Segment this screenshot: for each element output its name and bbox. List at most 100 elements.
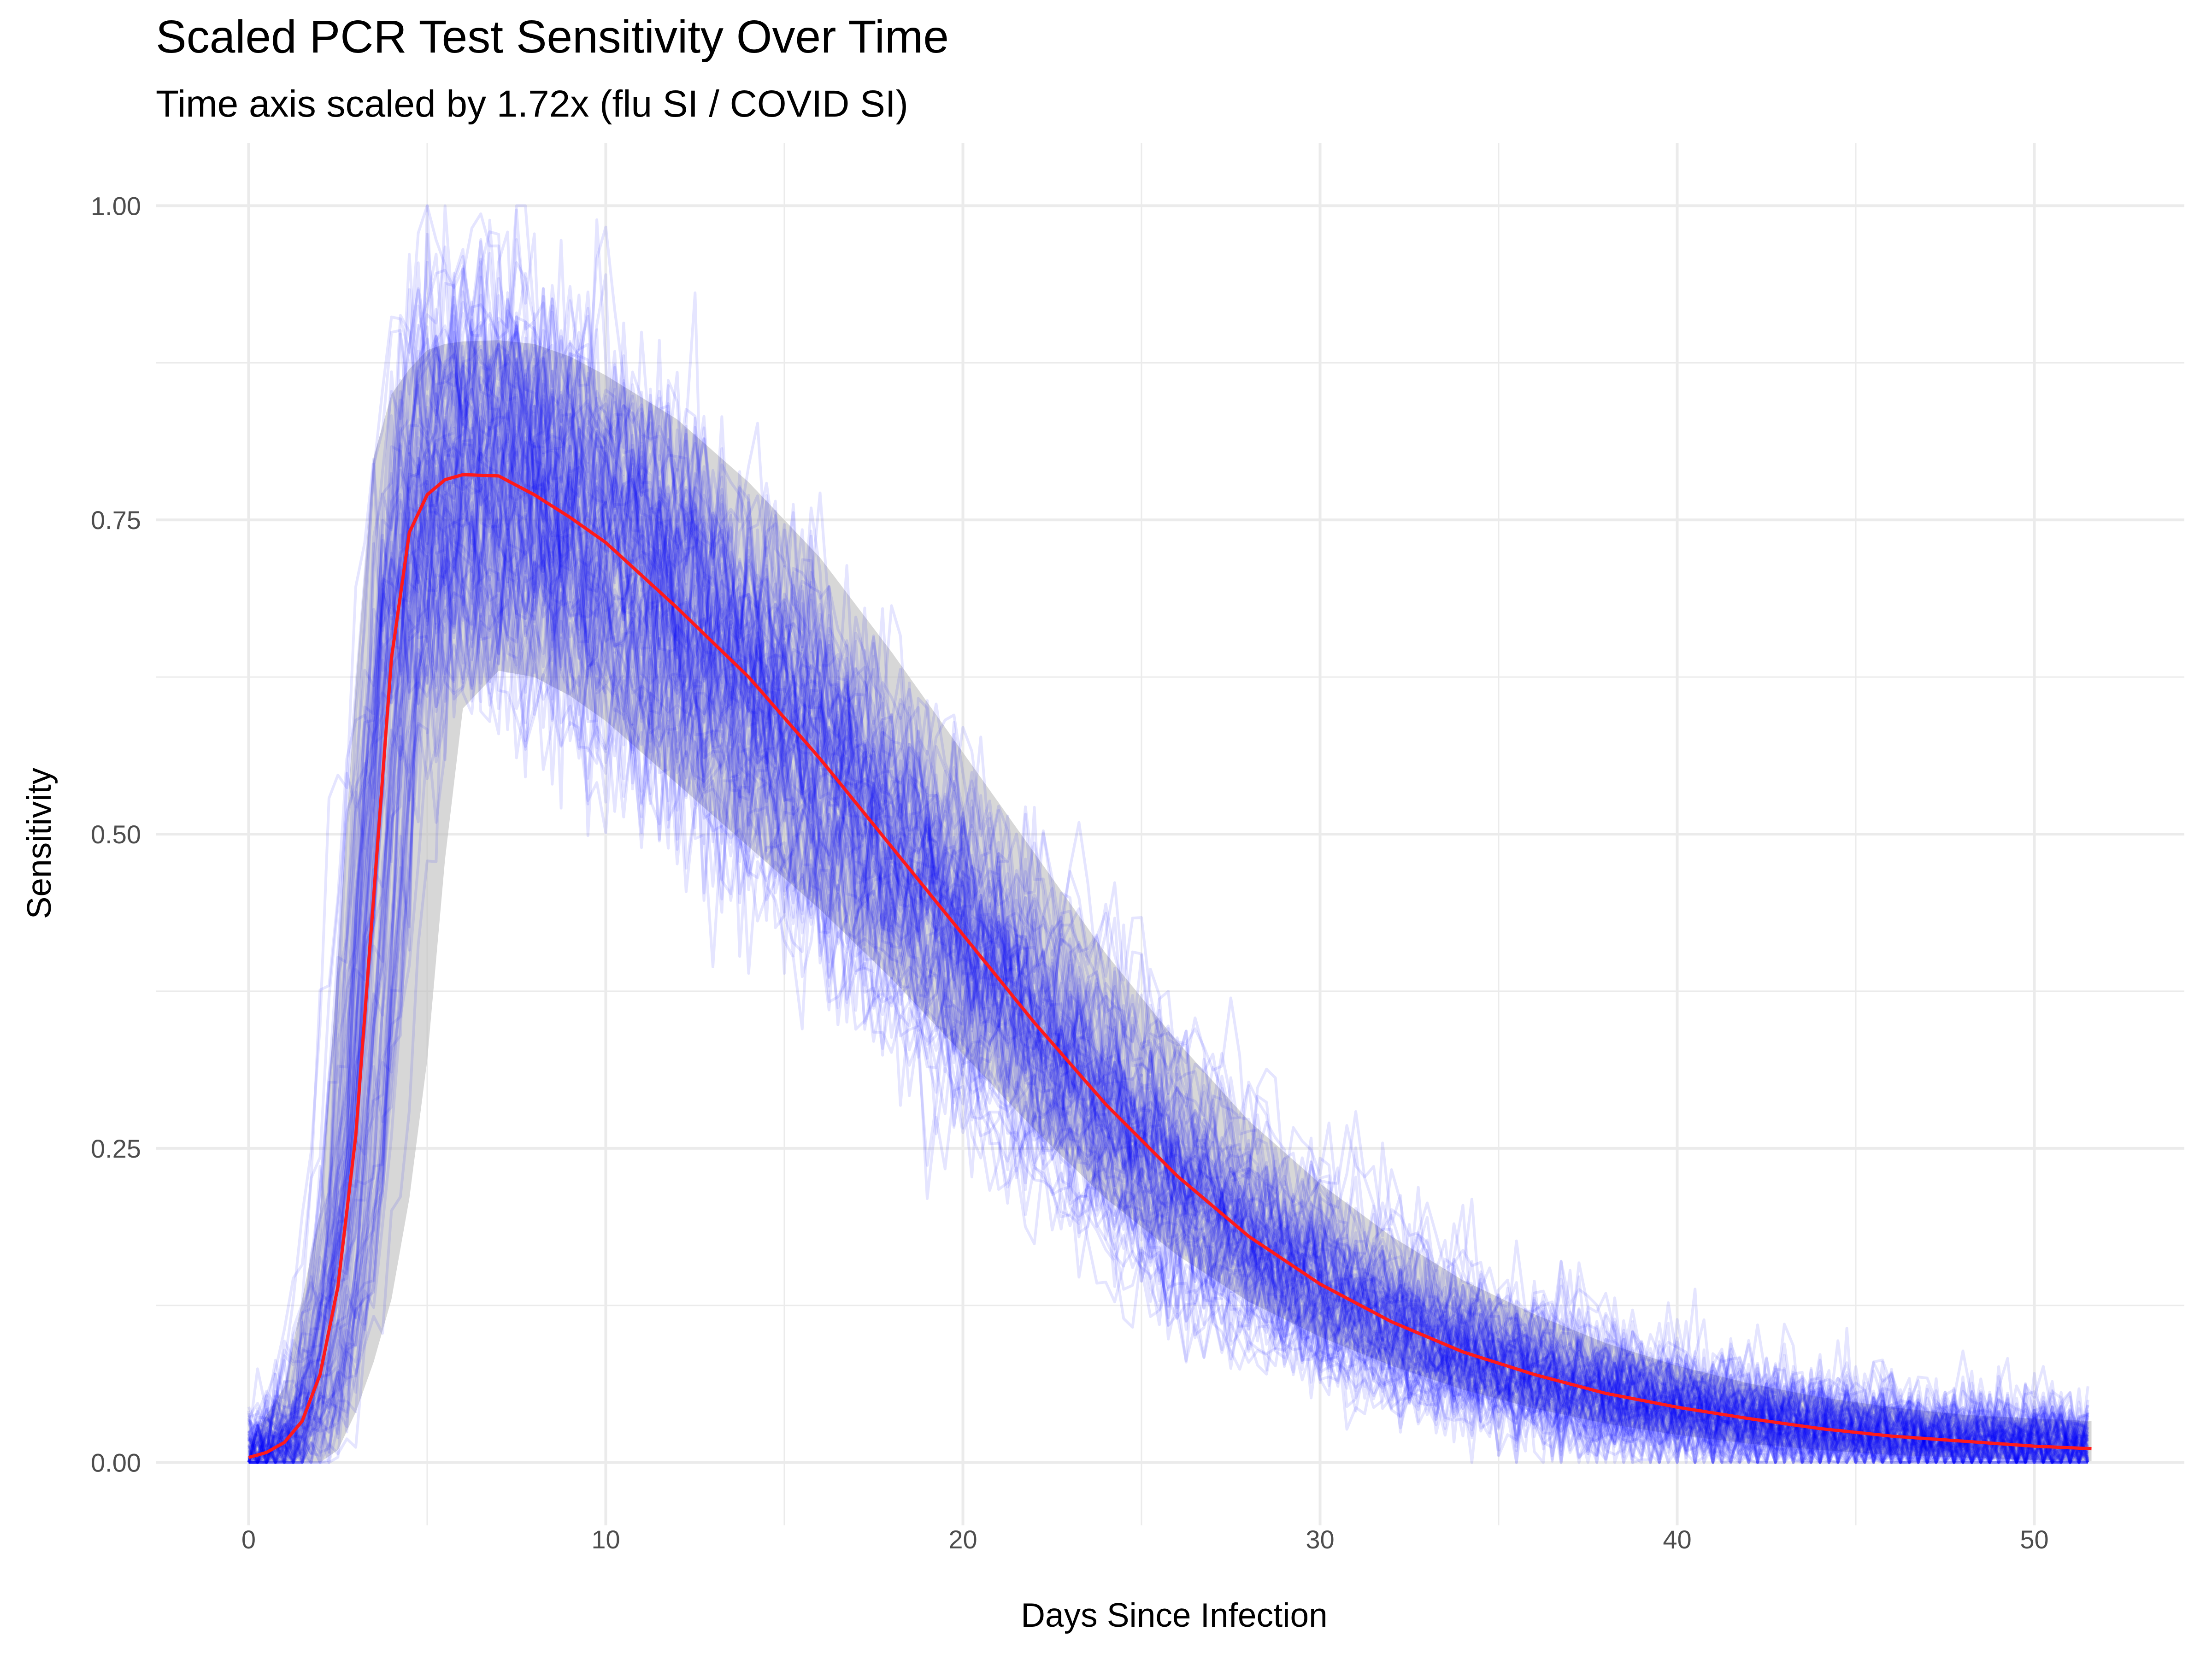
sample-trajectory-line (247, 287, 2089, 1464)
x-axis-title: Days Since Infection (1021, 1597, 1327, 1634)
sample-trajectory-line (247, 232, 2088, 1464)
sample-trajectory-line (247, 458, 2089, 1464)
sample-trajectory-line (248, 464, 2089, 1464)
sample-trajectory-line (248, 240, 2088, 1464)
sample-trajectory-line (248, 344, 2088, 1464)
sample-trajectory-line (247, 320, 2089, 1464)
sample-trajectory-line (247, 303, 2089, 1464)
sample-trajectory-line (247, 544, 2089, 1464)
sample-trajectory-line (247, 458, 2088, 1464)
samples-layer (247, 204, 2089, 1464)
sample-trajectory-line (248, 370, 2089, 1464)
sample-trajectory-line (248, 460, 2089, 1464)
sample-trajectory-line (247, 325, 2089, 1464)
sample-trajectory-line (247, 327, 2088, 1464)
sample-trajectory-line (247, 230, 2089, 1464)
sample-trajectory-line (248, 321, 2089, 1464)
sample-trajectory-line (248, 394, 2089, 1464)
y-tick-label: 0.25 (91, 1134, 141, 1163)
sample-trajectory-line (248, 445, 2089, 1464)
sample-trajectory-line (247, 440, 2089, 1464)
mean-sensitivity-line (248, 473, 2092, 1459)
sample-trajectory-line (248, 522, 2088, 1464)
sample-trajectory-line (247, 374, 2089, 1464)
sample-trajectory-line (248, 535, 2089, 1464)
sample-trajectory-line (247, 499, 2089, 1464)
y-tick-label: 0.00 (91, 1448, 141, 1477)
sample-trajectory-line (247, 489, 2089, 1464)
sample-trajectory-line (247, 445, 2089, 1464)
y-tick-label: 0.75 (91, 506, 141, 535)
sample-trajectory-line (247, 295, 2089, 1464)
y-tick-label: 1.00 (91, 191, 141, 220)
sample-trajectory-line (248, 516, 2089, 1464)
sample-trajectory-line (247, 427, 2088, 1464)
sample-trajectory-line (247, 218, 2089, 1464)
sample-trajectory-line (247, 253, 2089, 1464)
sample-trajectory-line (247, 436, 2089, 1464)
sample-trajectory-line (247, 442, 2089, 1464)
mean-layer (248, 473, 2092, 1459)
sample-trajectory-line (247, 469, 2088, 1464)
sample-trajectory-line (247, 230, 2088, 1464)
x-tick-label: 10 (591, 1525, 620, 1554)
sample-trajectory-line (247, 397, 2089, 1464)
sample-trajectory-line (247, 374, 2089, 1464)
sample-trajectory-line (247, 426, 2089, 1464)
x-tick-label: 0 (241, 1525, 256, 1554)
sample-trajectory-line (247, 204, 2089, 1464)
sample-trajectory-line (247, 218, 2089, 1464)
sample-trajectory-line (248, 287, 2088, 1464)
sample-trajectory-line (248, 401, 2088, 1464)
sample-trajectory-line (247, 466, 2089, 1464)
sample-trajectory-line (248, 339, 2089, 1464)
sample-trajectory-line (248, 520, 2089, 1464)
sample-trajectory-line (248, 204, 2089, 1464)
sample-trajectory-line (247, 271, 2088, 1464)
sample-trajectory-line (247, 456, 2089, 1464)
ticks-layer: 0 10 20 30 40 50 0.00 0.25 0.50 0.75 1.00 (91, 191, 2049, 1554)
sample-trajectory-line (247, 204, 2089, 1464)
x-tick-label: 40 (1663, 1525, 1691, 1554)
sample-trajectory-line (247, 358, 2089, 1464)
sample-trajectory-line (248, 247, 2088, 1464)
sample-trajectory-line (247, 304, 2089, 1464)
ribbon-layer (248, 340, 2092, 1463)
sample-trajectory-line (247, 450, 2089, 1464)
sample-trajectory-line (247, 363, 2089, 1464)
sample-trajectory-line (247, 323, 2089, 1464)
sample-trajectory-line (247, 462, 2089, 1464)
sample-trajectory-line (247, 372, 2089, 1464)
x-tick-label: 20 (948, 1525, 977, 1554)
sample-trajectory-line (247, 410, 2088, 1464)
sample-trajectory-line (247, 374, 2089, 1464)
sample-trajectory-line (247, 426, 2089, 1464)
x-tick-label: 30 (1306, 1525, 1334, 1554)
sample-trajectory-line (247, 253, 2088, 1464)
sample-trajectory-line (247, 238, 2089, 1464)
sample-trajectory-line (247, 487, 2089, 1464)
sample-trajectory-line (247, 335, 2088, 1464)
sample-trajectory-line (247, 349, 2089, 1464)
x-tick-label: 50 (2020, 1525, 2048, 1554)
sample-trajectory-line (248, 442, 2089, 1464)
sample-trajectory-line (247, 291, 2089, 1464)
chart-subtitle: Time axis scaled by 1.72x (flu SI / COVI… (156, 83, 908, 125)
sample-trajectory-line (247, 314, 2089, 1464)
sample-trajectory-line (247, 426, 2089, 1464)
sample-trajectory-line (247, 312, 2089, 1464)
sample-trajectory-line (247, 418, 2089, 1464)
sample-trajectory-line (248, 366, 2089, 1464)
chart-title: Scaled PCR Test Sensitivity Over Time (156, 11, 949, 63)
sample-trajectory-line (248, 291, 2089, 1464)
y-axis-title: Sensitivity (21, 767, 58, 919)
sample-trajectory-line (248, 331, 2089, 1464)
sample-trajectory-line (247, 324, 2089, 1464)
sample-trajectory-line (247, 345, 2089, 1464)
sample-trajectory-line (248, 531, 2089, 1464)
sample-trajectory-line (247, 369, 2088, 1464)
sample-trajectory-line (248, 349, 2089, 1464)
y-tick-label: 0.50 (91, 820, 141, 849)
sample-trajectory-line (247, 400, 2088, 1464)
